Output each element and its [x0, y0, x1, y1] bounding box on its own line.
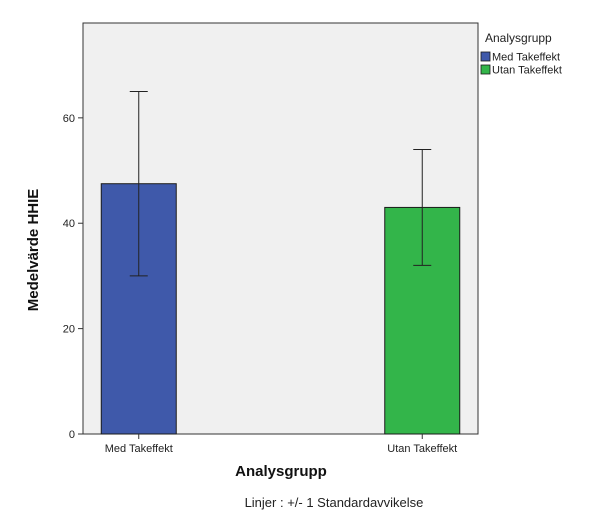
- y-axis-title: Medelvärde HHIE: [25, 189, 42, 312]
- y-tick-label: 20: [63, 324, 75, 336]
- x-tick-label: Med Takeffekt: [105, 443, 173, 455]
- y-ticks-group: 0 20 40 60: [63, 113, 83, 441]
- x-ticks-group: Med Takeffekt Utan Takeffekt: [105, 434, 457, 455]
- y-tick-label: 40: [63, 218, 75, 230]
- x-tick-label: Utan Takeffekt: [387, 443, 457, 455]
- legend-swatch: [480, 51, 491, 62]
- error-bar-utan-takeffekt: [413, 148, 432, 266]
- x-axis-title: Analysgrupp: [235, 463, 327, 480]
- error-bar-med-takeffekt: [129, 91, 148, 277]
- error-bars-group: [129, 91, 432, 277]
- legend-swatch: [480, 64, 491, 75]
- legend-label: Med Takeffekt: [492, 52, 560, 64]
- footnote: Linjer : +/- 1 Standardavvikelse: [245, 495, 424, 510]
- y-tick-label: 0: [69, 429, 75, 441]
- legend-label: Utan Takeffekt: [492, 65, 562, 77]
- y-tick-label: 60: [63, 113, 75, 125]
- legend-title: Analysgrupp: [485, 31, 552, 45]
